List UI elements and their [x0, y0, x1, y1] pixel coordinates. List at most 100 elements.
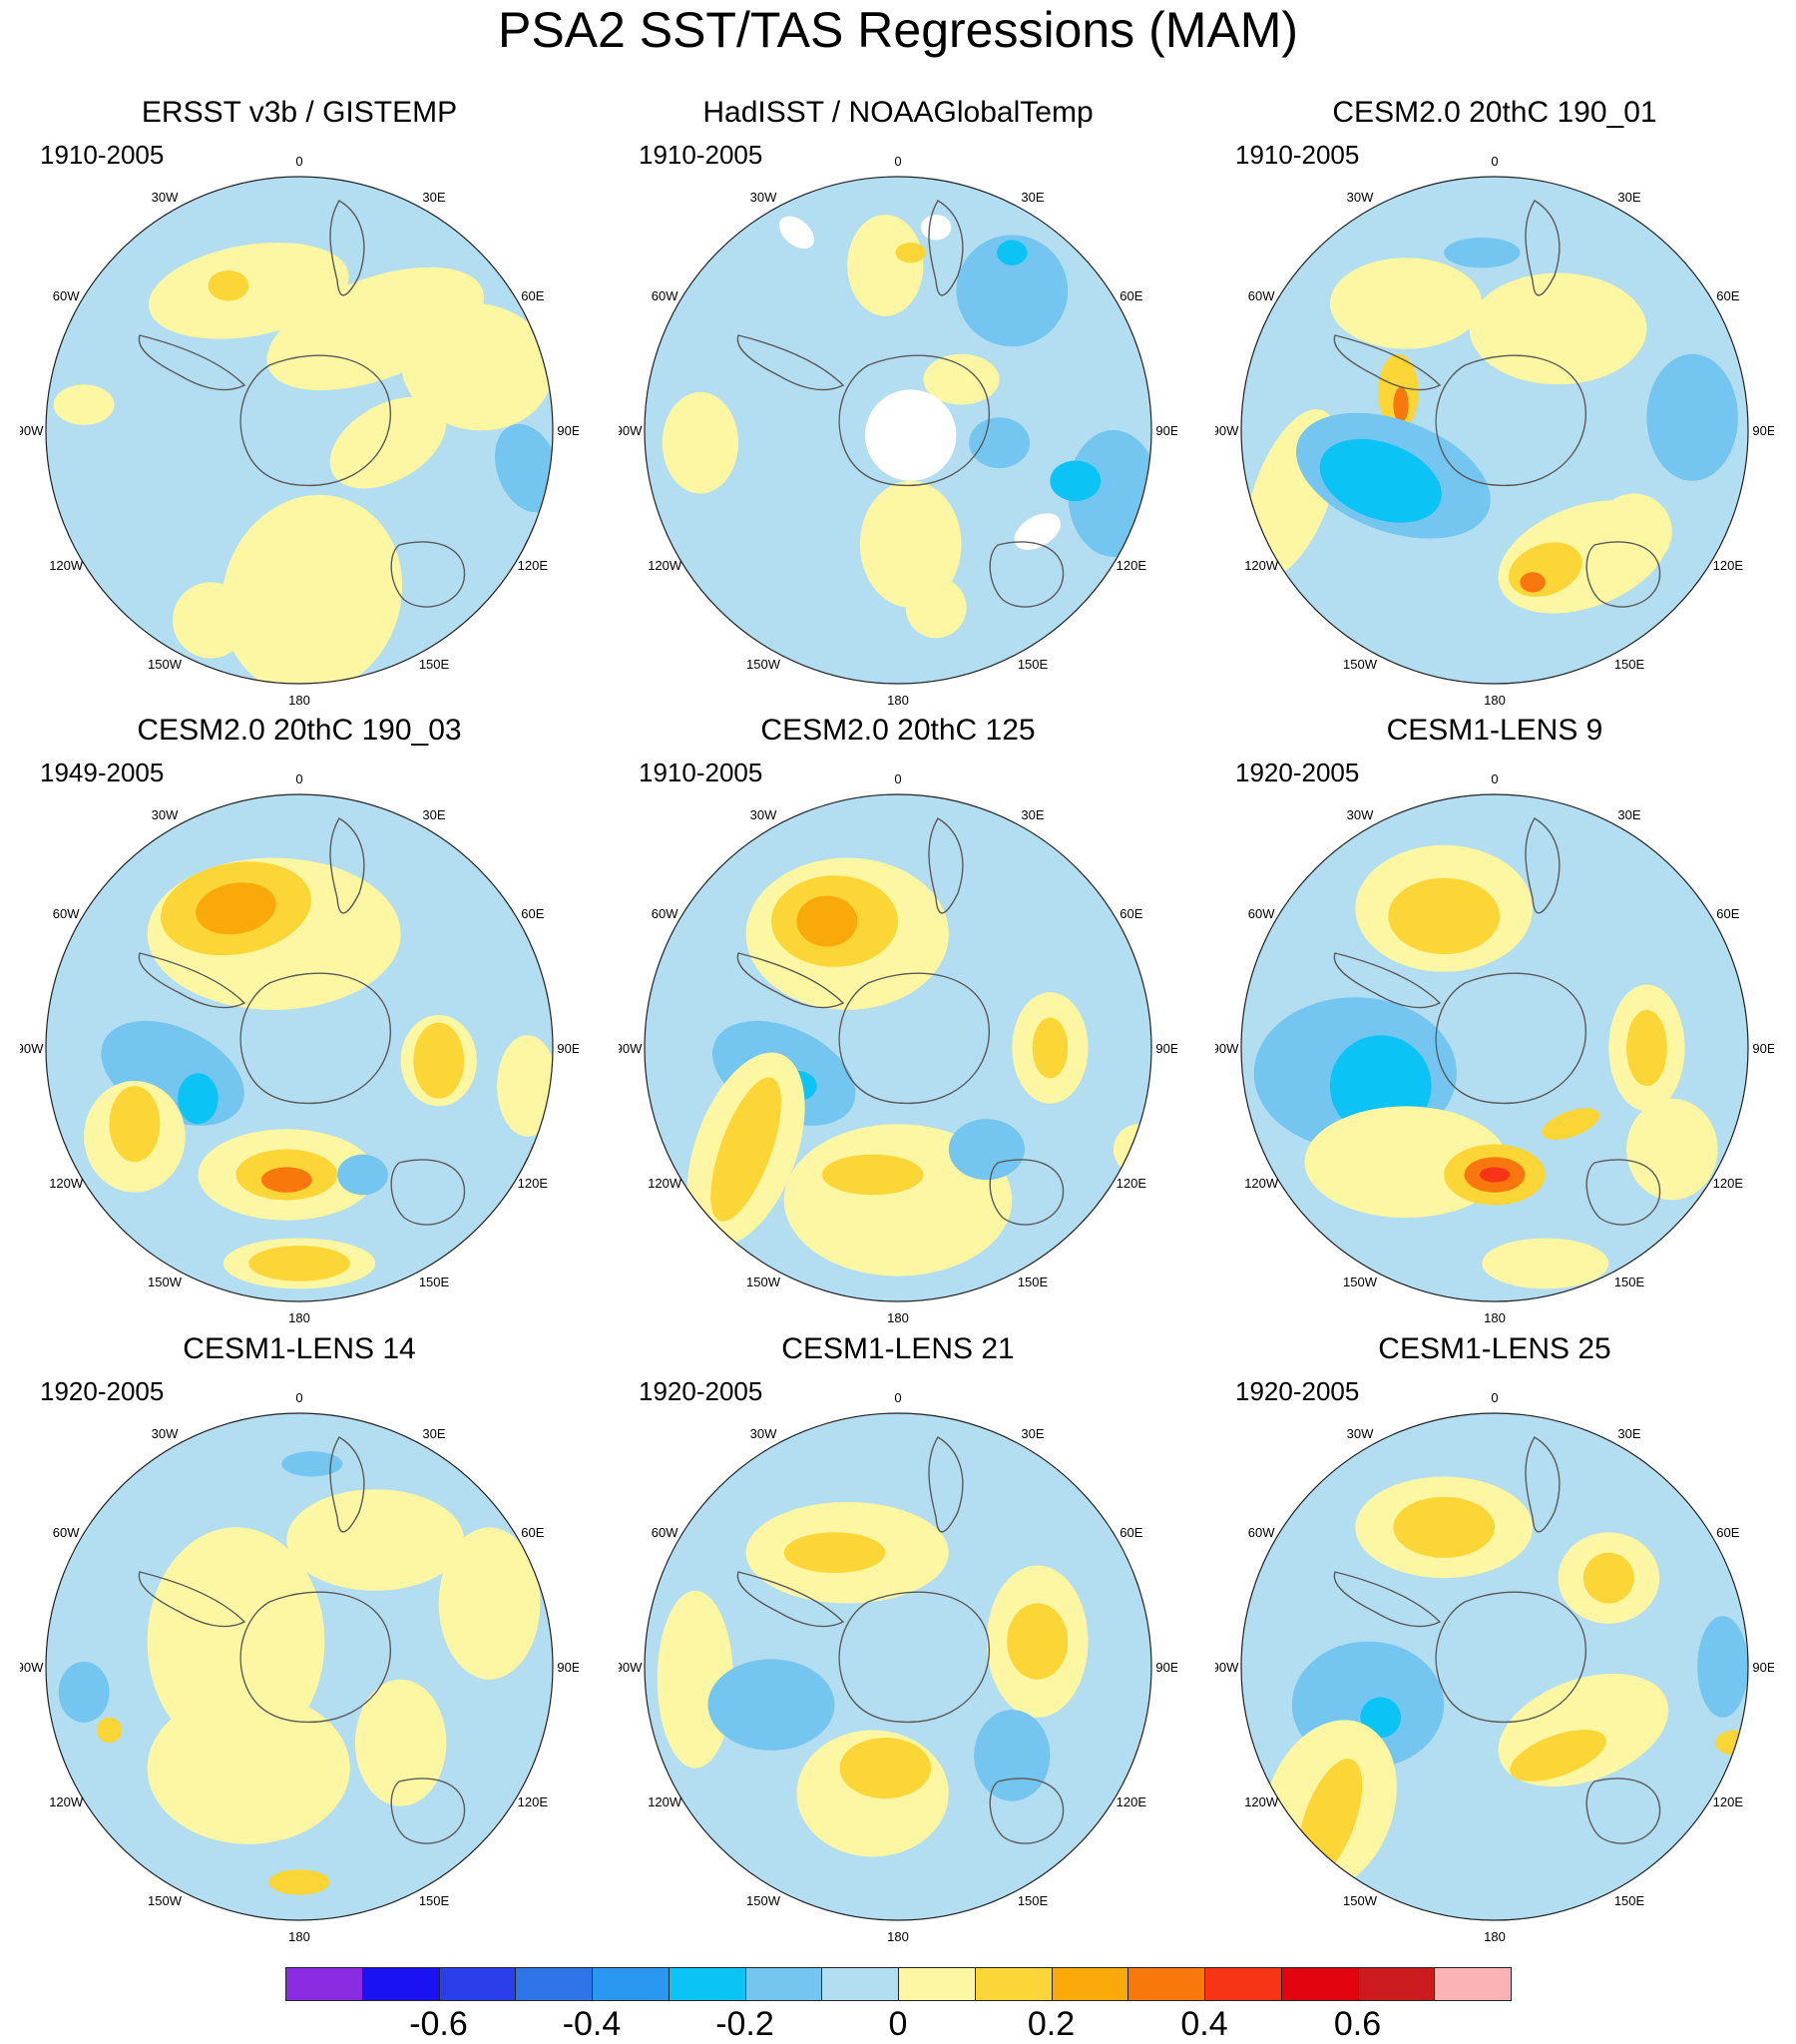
figure-title: PSA2 SST/TAS Regressions (MAM)	[497, 2, 1299, 58]
longitude-label: 60W	[53, 288, 80, 303]
longitude-label: 150E	[1018, 1275, 1049, 1289]
longitude-label: 120E	[518, 1794, 549, 1809]
longitude-label: 180	[288, 693, 310, 705]
anomaly-region	[778, 216, 814, 250]
map-boundary	[644, 1412, 1152, 1921]
longitude-label: 180	[1484, 1310, 1506, 1322]
longitude-label: 0	[295, 773, 302, 786]
panel-title: CESM1-LENS 25	[1378, 1332, 1611, 1365]
coastline	[928, 817, 964, 914]
colorbar-box	[1280, 1967, 1359, 2001]
anomaly-region	[905, 577, 967, 639]
panel-title: HadISST / NOAAGlobalTemp	[702, 96, 1094, 129]
coastline	[1525, 200, 1561, 296]
coastline	[1435, 1591, 1586, 1724]
map-boundary	[1240, 1412, 1749, 1921]
coastline	[390, 541, 466, 608]
longitude-label: 30E	[422, 1426, 445, 1441]
anomaly-region	[969, 417, 1031, 469]
longitude-label: 60E	[1120, 288, 1142, 303]
anomaly-region	[997, 240, 1028, 265]
colorbar-box	[285, 1967, 363, 2001]
polar-map: 0 30E 60E 90E 120E 150E 180 150W 120W 90W 60W 30W	[619, 156, 1177, 705]
map-panel-6: CESM1-LENS 9 1920-2005 0 30E 60E 90E 120E 150…	[1215, 714, 1774, 1322]
longitude-label: 120W	[49, 1176, 84, 1191]
panel-title: CESM1-LENS 21	[781, 1332, 1015, 1365]
longitude-label: 120W	[1244, 1176, 1279, 1191]
longitude-label: 120W	[49, 558, 84, 573]
longitude-label: 60W	[53, 1525, 80, 1540]
anomaly-region	[1014, 513, 1061, 550]
panel-period: 1920-2005	[639, 1376, 763, 1406]
anomaly-region	[1595, 493, 1672, 570]
colorbar-box	[1204, 1967, 1282, 2001]
longitude-label: 180	[887, 1929, 909, 1941]
coastline	[736, 952, 845, 1009]
coastline	[928, 1436, 964, 1533]
anomaly-region	[1393, 1496, 1495, 1558]
longitude-label: 30E	[1617, 807, 1640, 822]
longitude-label: 30E	[422, 807, 445, 822]
colorbar-box	[821, 1967, 899, 2001]
longitude-label: 30E	[1021, 807, 1044, 822]
longitude-label: 0	[295, 156, 302, 169]
map-panel-3: CESM2.0 20thC 190_01 1910-2005 0 30E 60E 90…	[1215, 96, 1774, 705]
longitude-label: 120W	[49, 1794, 84, 1809]
colorbar-box	[515, 1967, 593, 2001]
panel-period: 1910-2005	[639, 758, 763, 787]
map-boundary	[1240, 793, 1749, 1302]
coastline	[1585, 541, 1661, 608]
longitude-label: 0	[1491, 1392, 1498, 1405]
map-boundary	[1240, 176, 1749, 685]
anomaly-region	[400, 302, 553, 431]
longitude-label: 90W	[1215, 423, 1239, 438]
panel-period: 1920-2005	[1235, 758, 1360, 787]
longitude-label: 60W	[1248, 1525, 1275, 1540]
anomaly-region	[438, 1527, 541, 1680]
longitude-label: 150W	[148, 1275, 183, 1289]
longitude-label: 60E	[1716, 288, 1739, 303]
map-boundary	[644, 793, 1152, 1302]
longitude-label: 120W	[648, 1176, 682, 1191]
panel-period: 1920-2005	[1235, 1376, 1360, 1406]
coastline	[138, 334, 246, 391]
anomaly-region	[847, 215, 924, 316]
anomaly-region	[1714, 1730, 1748, 1756]
coastline	[1333, 952, 1442, 1009]
anomaly-region	[109, 1086, 161, 1163]
colorbar-box	[1127, 1967, 1205, 2001]
anomaly-region	[329, 396, 447, 489]
anomaly-region	[796, 895, 858, 947]
longitude-label: 120W	[1244, 558, 1279, 573]
longitude-label: 60E	[521, 1525, 544, 1540]
longitude-label: 30E	[1617, 1426, 1640, 1441]
panel-period: 1949-2005	[40, 758, 165, 787]
longitude-label: 90E	[557, 423, 579, 438]
longitude-label: 90W	[619, 1660, 643, 1675]
coastline	[1435, 972, 1586, 1105]
map-panel-7: CESM1-LENS 14 1920-2005 0 30E 60E 90E 120E 15…	[20, 1332, 579, 1941]
polar-map: 0 30E 60E 90E 120E 150E 180 150W 120W 90W 60W 30W	[619, 1392, 1177, 1941]
longitude-label: 30W	[152, 1426, 179, 1441]
panel-title: CESM2.0 20thC 190_03	[137, 714, 462, 747]
coastline	[239, 1591, 391, 1724]
map-panel-8: CESM1-LENS 21 1920-2005 0 30E 60E 90E 120E 15…	[619, 1332, 1177, 1941]
anomaly-region	[1482, 1238, 1609, 1289]
coastline	[1333, 334, 1442, 391]
polar-map: 0 30E 60E 90E 120E 150E 180 150W 120W 90W 60W 30W	[1215, 773, 1774, 1322]
longitude-label: 120E	[1117, 1176, 1147, 1191]
anomaly-region	[923, 353, 1000, 405]
longitude-label: 90E	[1155, 1041, 1177, 1056]
colorbar	[285, 1967, 1512, 2003]
anomaly-region	[222, 494, 403, 684]
longitude-label: 0	[894, 773, 901, 786]
anomaly-region	[1469, 272, 1647, 385]
longitude-label: 150E	[1614, 1275, 1645, 1289]
longitude-label: 90W	[1215, 1660, 1239, 1675]
anomaly-region	[821, 1154, 924, 1196]
longitude-label: 150W	[148, 1893, 183, 1908]
longitude-label: 150W	[1343, 657, 1378, 672]
anomaly-region	[895, 243, 926, 263]
anomaly-region	[266, 266, 485, 391]
longitude-label: 30E	[1617, 190, 1640, 205]
